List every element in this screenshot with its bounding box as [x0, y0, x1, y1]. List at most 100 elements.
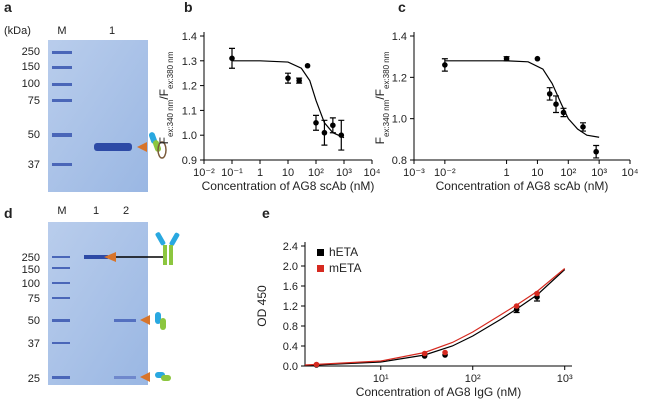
point: [313, 361, 320, 368]
y-tick-label: 1.4: [392, 31, 407, 43]
marker-label: 75: [28, 293, 40, 305]
marker-label: 100: [22, 78, 40, 90]
x-tick-label: 10³: [557, 373, 573, 385]
point: [313, 120, 319, 126]
y-tick-label: 1.2: [392, 72, 407, 84]
legend-label: hETA: [329, 245, 358, 259]
panel-label: c: [398, 0, 406, 15]
igg-icon: [155, 232, 180, 381]
gel: [48, 222, 148, 385]
x-tick-label: 10³: [336, 167, 352, 179]
y-tick-label: 1.3: [182, 56, 197, 68]
point: [513, 303, 520, 309]
x-tick-label: 10: [531, 167, 543, 179]
marker-label: 150: [22, 61, 40, 73]
point: [553, 101, 559, 107]
marker-label: 150: [22, 264, 40, 276]
sample-band: [114, 319, 136, 322]
marker-label: 37: [28, 159, 40, 171]
lane-label: 1: [93, 205, 99, 217]
y-tick-label: 1.2: [283, 301, 298, 313]
marker-label: 50: [28, 129, 40, 141]
x-tick-label: 10²: [308, 167, 324, 179]
x-axis-label: Concentration of AG8 scAb (nM): [436, 179, 609, 193]
gel: [48, 40, 148, 192]
y-tick-label: 0.9: [182, 155, 197, 167]
marker-label: 250: [22, 252, 40, 264]
x-tick-label: 10³: [591, 167, 607, 179]
y-tick-label: 0.0: [283, 361, 298, 373]
y-tick-label: 1.1: [182, 105, 197, 117]
x-tick-label: 10²: [560, 167, 576, 179]
fit-line: [304, 269, 566, 367]
point: [285, 75, 291, 81]
point: [330, 122, 336, 129]
y-label-part: /F: [157, 89, 171, 100]
point: [442, 349, 448, 356]
y-tick-label: 2.0: [283, 261, 298, 273]
point: [593, 148, 599, 155]
point: [421, 350, 428, 357]
marker-labels: 250 150 100 75 50 37: [22, 46, 40, 171]
x-tick-label: 1: [504, 167, 510, 179]
legend-label: mETA: [329, 261, 361, 275]
arrow: [140, 315, 150, 325]
y-axis-label: Fex:340 nm/Fex:380 nm: [157, 51, 175, 144]
legend-swatch: [317, 265, 324, 272]
x-tick-label: 10⁻²: [193, 167, 215, 179]
y-tick-label: 1.6: [283, 281, 298, 293]
marker-label: 250: [22, 46, 40, 58]
y-tick-label: 1.0: [182, 130, 197, 142]
point: [229, 55, 235, 62]
y-tick-label: 1.2: [182, 81, 197, 93]
x-tick-label: 10⁴: [622, 167, 639, 179]
panel-label: b: [184, 0, 193, 15]
point: [321, 129, 328, 136]
legend-swatch: [317, 249, 324, 256]
point: [534, 290, 540, 297]
sample-band: [94, 143, 132, 151]
y-tick-label: 0.8: [392, 155, 407, 167]
point: [534, 55, 541, 62]
fit-line: [444, 60, 600, 138]
point: [338, 132, 345, 138]
y-label-part: /F: [373, 89, 387, 100]
point: [304, 62, 311, 69]
fit-line: [304, 268, 566, 366]
point: [546, 91, 553, 97]
marker-label: 25: [28, 373, 40, 385]
x-tick-label: 10⁴: [364, 167, 381, 179]
marker-label: 50: [28, 315, 40, 327]
sample-band: [114, 376, 136, 379]
y-label-part: F: [373, 137, 387, 144]
y-tick-label: 1.4: [182, 31, 197, 43]
arrow: [137, 142, 147, 152]
lane-label: 1: [109, 25, 115, 37]
y-label-part: ex:380 nm: [382, 51, 391, 89]
x-tick-label: 10²: [465, 373, 481, 385]
panel-label: e: [262, 205, 270, 221]
y-label-part: ex:380 nm: [166, 51, 175, 89]
x-axis-label: Concentration of AG8 IgG (nM): [356, 385, 521, 399]
lane-label: M: [57, 205, 66, 217]
panel-label: a: [4, 0, 12, 15]
arrow: [104, 252, 116, 262]
y-axis-label: OD 450: [255, 285, 269, 327]
x-tick-label: 10: [282, 167, 294, 179]
x-axis-label: Concentration of AG8 scAb (nM): [202, 179, 375, 193]
x-tick-label: 10⁻³: [403, 167, 425, 179]
y-label-part: ex:340 nm: [382, 99, 391, 137]
x-tick-label: 10¹: [373, 373, 389, 385]
lane-label: 2: [123, 205, 129, 217]
x-tick-label: 10⁻²: [434, 167, 456, 179]
y-label-part: OD 450: [255, 285, 269, 327]
lane-label: M: [57, 25, 66, 37]
marker-label: 75: [28, 95, 40, 107]
x-tick-label: 10⁻¹: [221, 167, 243, 179]
unit-label: (kDa): [4, 25, 31, 37]
point: [560, 109, 567, 116]
panel-label: d: [4, 205, 13, 221]
point: [296, 77, 302, 84]
sample-band: [84, 255, 108, 259]
